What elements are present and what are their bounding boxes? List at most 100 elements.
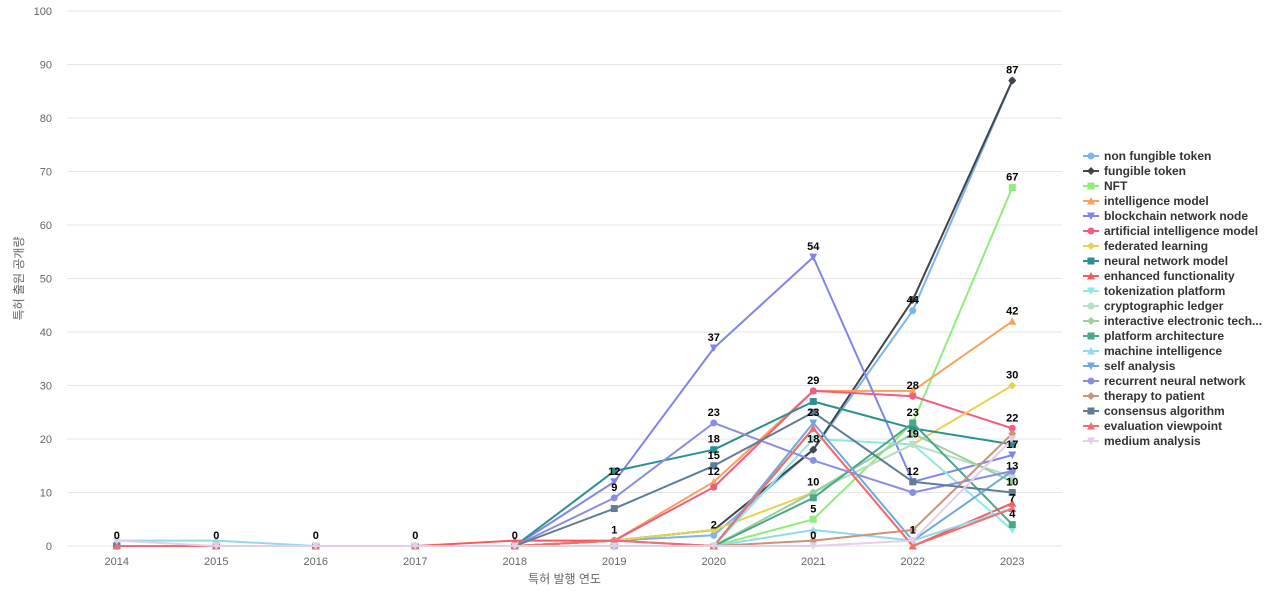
legend-item-interactive-electronic-tech[interactable]: interactive electronic tech... xyxy=(1083,314,1262,328)
data-point[interactable] xyxy=(909,307,917,315)
data-point[interactable] xyxy=(610,536,619,545)
legend-item-blockchain-network-node[interactable]: blockchain network node xyxy=(1083,209,1248,223)
data-point[interactable] xyxy=(1008,440,1016,448)
legend-symbol[interactable] xyxy=(1087,377,1095,385)
data-point[interactable] xyxy=(710,419,718,427)
data-point[interactable] xyxy=(909,489,917,496)
data-point[interactable] xyxy=(1008,381,1017,390)
data-point[interactable] xyxy=(909,440,917,448)
data-point[interactable] xyxy=(809,525,818,534)
data-point[interactable] xyxy=(809,494,817,502)
data-point[interactable] xyxy=(112,542,121,550)
legend-item-platform-architecture[interactable]: platform architecture xyxy=(1083,329,1224,343)
data-point[interactable] xyxy=(710,483,718,491)
data-point[interactable] xyxy=(710,462,718,470)
data-point[interactable] xyxy=(1008,472,1016,480)
data-point[interactable] xyxy=(1008,451,1017,460)
data-point[interactable] xyxy=(610,505,618,513)
legend-symbol[interactable] xyxy=(1087,287,1095,296)
data-point[interactable] xyxy=(809,445,818,454)
legend-item-fungible-token[interactable]: fungible token xyxy=(1083,164,1186,178)
data-point[interactable] xyxy=(809,419,818,427)
data-point[interactable] xyxy=(908,542,917,550)
legend-item-therapy-to-patient[interactable]: therapy to patient xyxy=(1083,389,1205,403)
data-point[interactable] xyxy=(909,424,917,432)
legend-symbol[interactable] xyxy=(1087,152,1095,160)
data-point[interactable] xyxy=(610,494,618,502)
data-point[interactable] xyxy=(908,386,917,395)
legend-item-tokenization-platform[interactable]: tokenization platform xyxy=(1083,284,1225,298)
data-point[interactable] xyxy=(809,542,818,551)
data-point[interactable] xyxy=(809,435,818,444)
data-point[interactable] xyxy=(610,542,619,551)
data-point[interactable] xyxy=(909,392,917,400)
data-point[interactable] xyxy=(710,531,718,539)
legend-symbol[interactable] xyxy=(1087,302,1095,310)
data-point[interactable] xyxy=(1008,477,1017,486)
legend-item-neural-network-model[interactable]: neural network model xyxy=(1083,254,1228,268)
data-point[interactable] xyxy=(909,478,917,486)
data-point[interactable] xyxy=(1008,424,1016,432)
legend-symbol[interactable] xyxy=(1087,257,1095,265)
legend-symbol[interactable] xyxy=(1087,407,1095,415)
data-point[interactable] xyxy=(809,253,818,262)
data-point[interactable] xyxy=(1008,467,1016,475)
data-point[interactable] xyxy=(709,344,718,353)
data-point[interactable] xyxy=(1008,489,1016,496)
data-point[interactable] xyxy=(709,477,718,486)
data-point[interactable] xyxy=(1008,435,1017,444)
data-point[interactable] xyxy=(908,525,917,534)
legend-item-artificial-intelligence-model[interactable]: artificial intelligence model xyxy=(1083,224,1258,238)
data-point[interactable] xyxy=(1008,317,1017,325)
data-point[interactable] xyxy=(809,387,817,395)
legend-symbol[interactable] xyxy=(1087,437,1095,446)
legend-item-medium-analysis[interactable]: medium analysis xyxy=(1083,434,1201,448)
legend-item-intelligence-model[interactable]: intelligence model xyxy=(1083,194,1209,208)
data-point[interactable] xyxy=(809,398,817,406)
legend-symbol[interactable] xyxy=(1087,317,1095,325)
legend-symbol[interactable] xyxy=(1087,227,1095,235)
data-point[interactable] xyxy=(510,536,519,545)
data-point[interactable] xyxy=(909,419,917,427)
legend-symbol[interactable] xyxy=(1087,212,1095,221)
data-point[interactable] xyxy=(112,537,121,545)
legend-item-recurrent-neural-network[interactable]: recurrent neural network xyxy=(1083,374,1246,388)
data-point[interactable] xyxy=(709,525,718,534)
data-point[interactable] xyxy=(1008,526,1017,534)
data-point[interactable] xyxy=(809,408,817,416)
legend-symbol[interactable] xyxy=(1087,347,1095,355)
data-point[interactable] xyxy=(809,515,817,523)
data-point[interactable] xyxy=(1008,499,1017,507)
legend-item-enhanced-functionality[interactable]: enhanced functionality xyxy=(1083,269,1235,283)
legend-symbol[interactable] xyxy=(1087,332,1095,340)
data-point[interactable] xyxy=(710,446,718,454)
data-point[interactable] xyxy=(908,429,917,438)
data-point[interactable] xyxy=(1008,521,1016,529)
data-point[interactable] xyxy=(809,456,817,464)
data-point[interactable] xyxy=(1008,76,1017,85)
legend-item-cryptographic-ledger[interactable]: cryptographic ledger xyxy=(1083,299,1224,313)
legend-item-non-fungible-token[interactable]: non fungible token xyxy=(1083,149,1211,163)
legend-item-consensus-algorithm[interactable]: consensus algorithm xyxy=(1083,404,1225,418)
data-point[interactable] xyxy=(709,542,718,551)
legend-symbol[interactable] xyxy=(1087,422,1095,430)
legend-item-evaluation-viewpoint[interactable]: evaluation viewpoint xyxy=(1083,419,1222,433)
data-point[interactable] xyxy=(1008,184,1016,192)
legend-symbol[interactable] xyxy=(1087,182,1095,190)
data-point[interactable] xyxy=(311,542,320,551)
legend-symbol[interactable] xyxy=(1087,392,1095,400)
legend-symbol[interactable] xyxy=(1087,272,1095,280)
data-point[interactable] xyxy=(908,537,917,545)
data-point[interactable] xyxy=(510,542,519,551)
data-point[interactable] xyxy=(212,542,221,551)
legend-item-nft[interactable]: NFT xyxy=(1083,179,1128,193)
data-point[interactable] xyxy=(809,424,818,432)
data-point[interactable] xyxy=(610,467,618,475)
data-point[interactable] xyxy=(908,295,917,304)
legend-item-federated-learning[interactable]: federated learning xyxy=(1083,239,1208,253)
legend-item-machine-intelligence[interactable]: machine intelligence xyxy=(1083,344,1222,358)
data-point[interactable] xyxy=(610,478,619,486)
data-point[interactable] xyxy=(1008,504,1017,513)
legend-item-self-analysis[interactable]: self analysis xyxy=(1083,359,1176,373)
legend-symbol[interactable] xyxy=(1087,362,1095,371)
